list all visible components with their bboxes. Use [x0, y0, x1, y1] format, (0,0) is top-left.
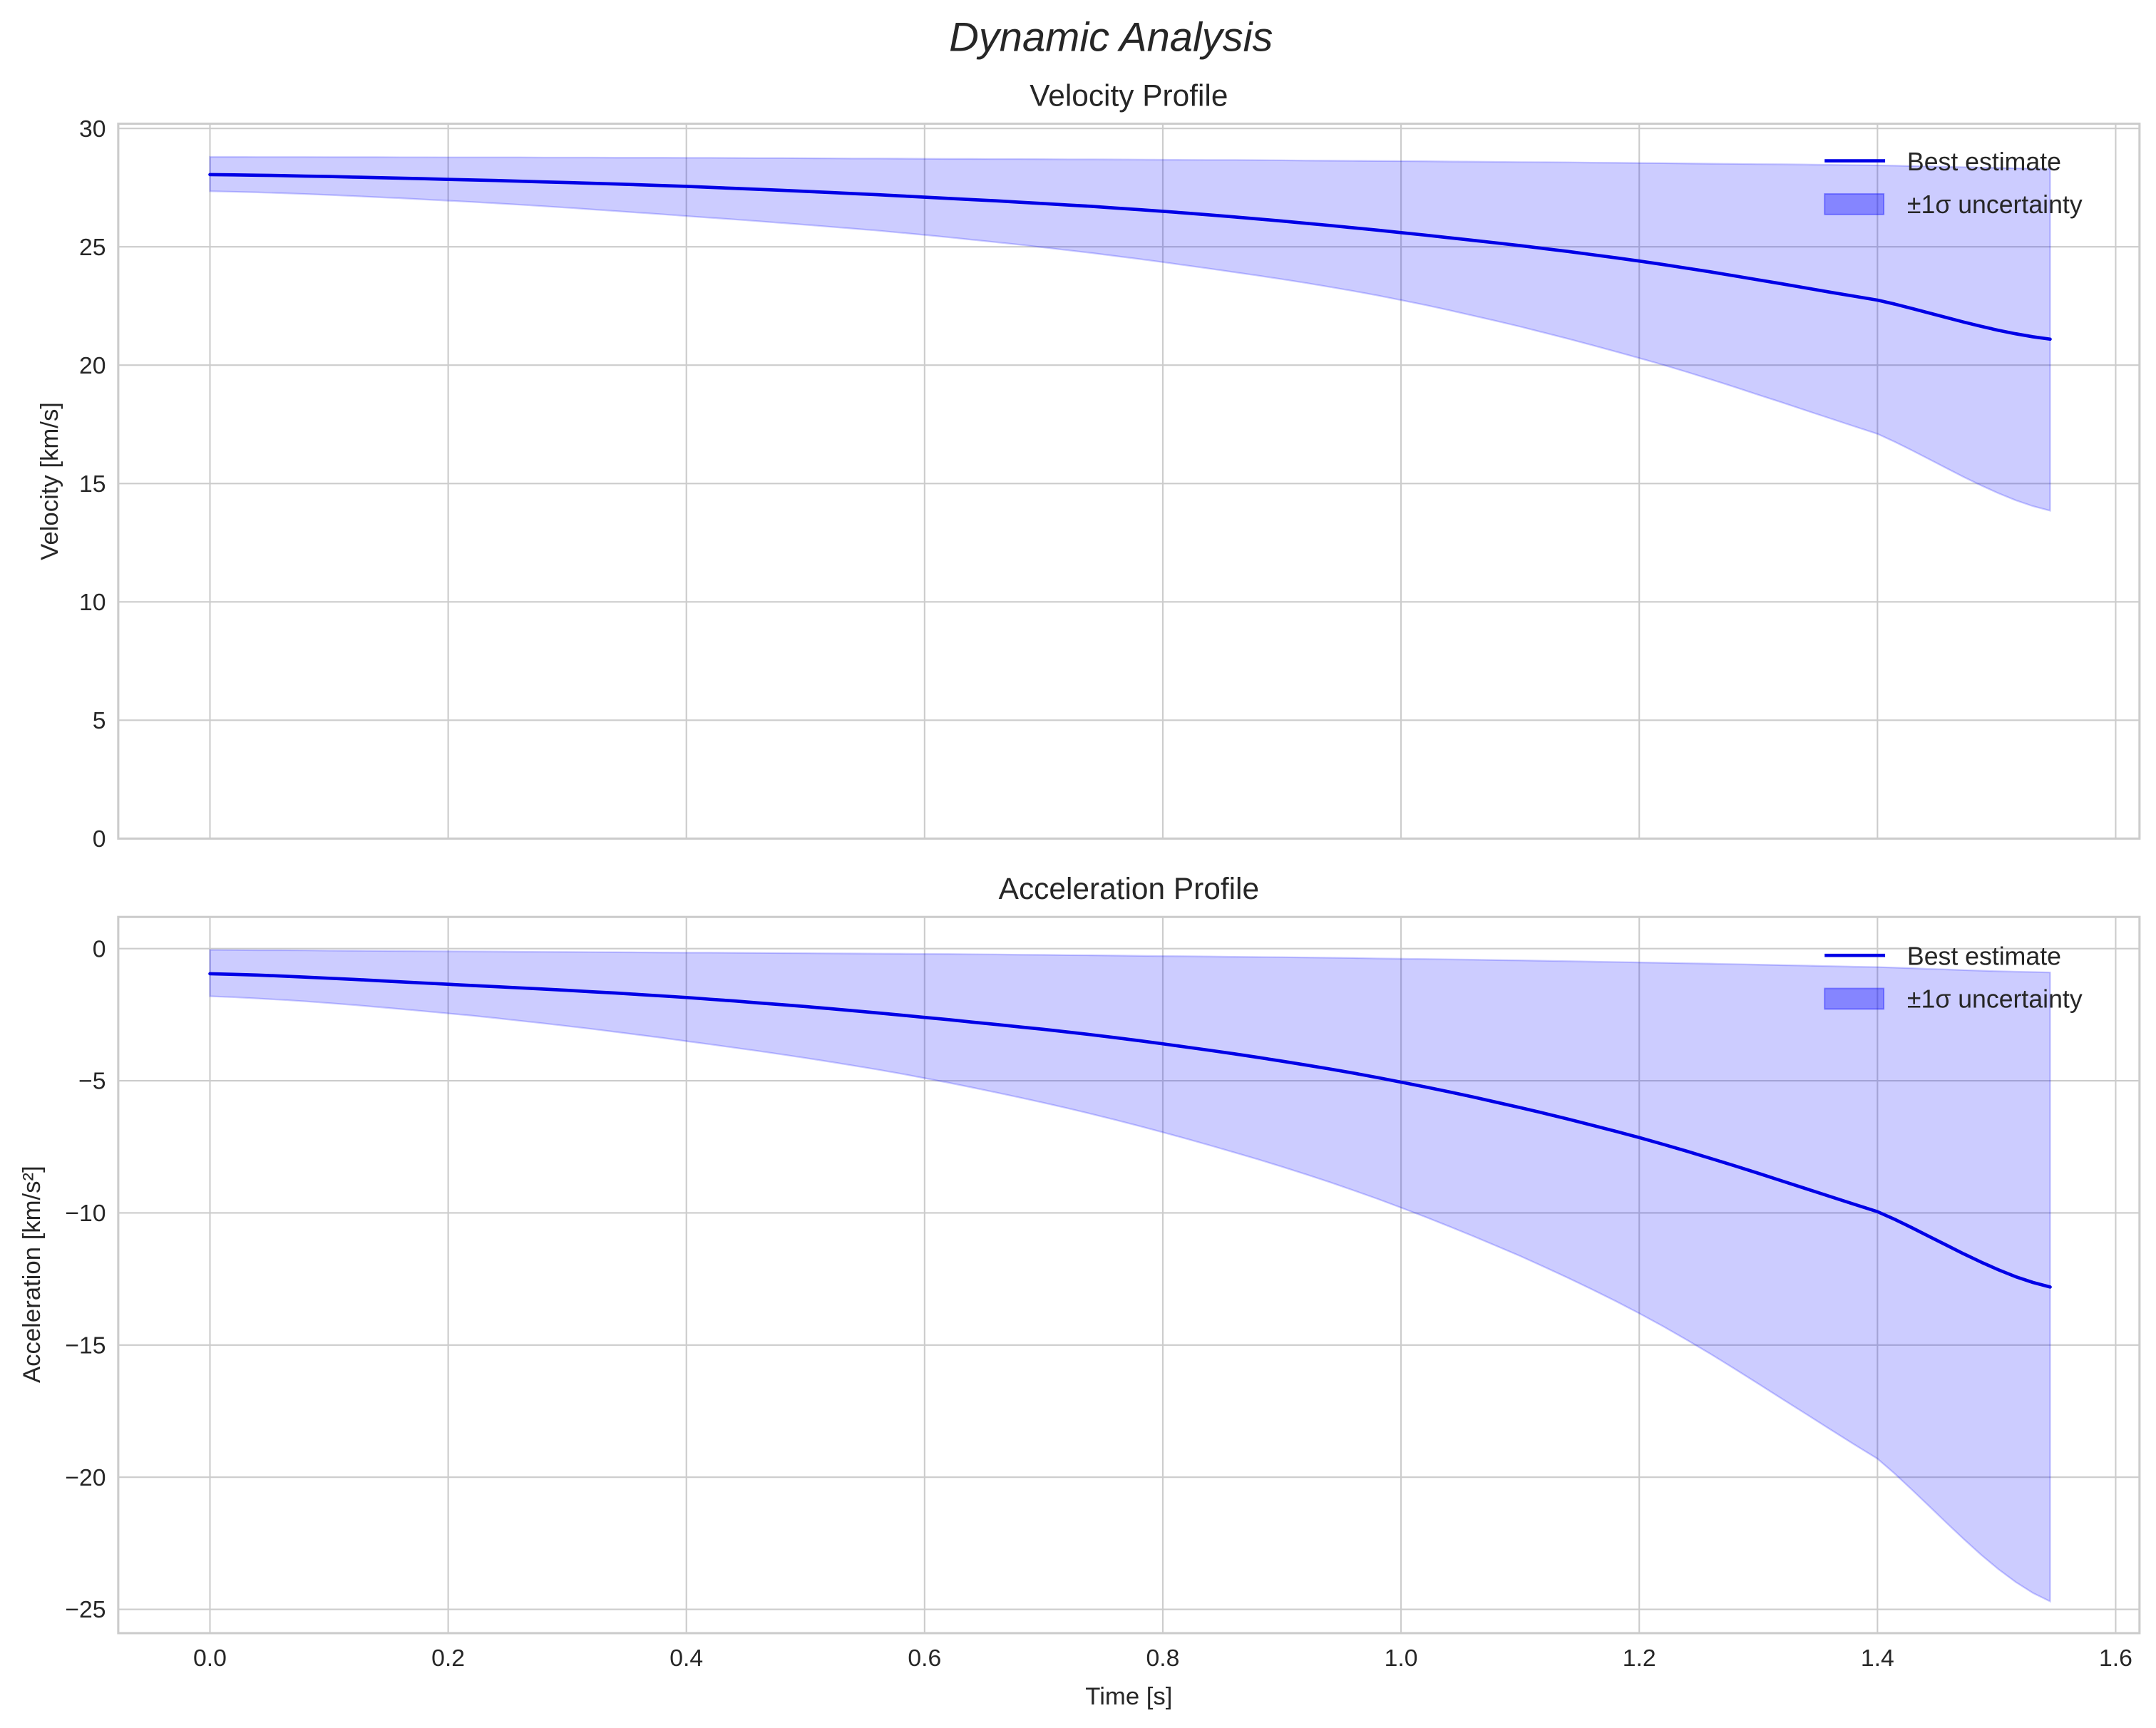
velocity-axes-frame — [117, 123, 2141, 840]
y-tick-label: −5 — [78, 1068, 106, 1095]
velocity-y-axis-label: Velocity [km/s] — [36, 402, 63, 560]
velocity-panel: Velocity Profile 0 5 10 15 20 25 30 Velocity [… — [36, 78, 2141, 853]
y-tick-label: 0 — [93, 826, 106, 853]
y-tick-label: 30 — [79, 115, 106, 143]
x-tick-label: 0.6 — [908, 1645, 941, 1672]
best-estimate-line — [208, 173, 2052, 341]
y-tick-label: −25 — [65, 1596, 106, 1623]
y-tick-label: 0 — [93, 935, 106, 962]
velocity-best-estimate-line — [208, 173, 2052, 341]
x-tick-label: 1.0 — [1385, 1645, 1418, 1672]
x-tick-label: 0.4 — [669, 1645, 703, 1672]
x-tick-label: 0.2 — [431, 1645, 465, 1672]
y-tick-label: 20 — [79, 352, 106, 379]
y-tick-label: 15 — [79, 470, 106, 498]
y-tick-label: −10 — [65, 1200, 106, 1227]
velocity-uncertainty-band — [209, 155, 2051, 512]
uncertainty-band — [209, 949, 2051, 1603]
x-tick-label: 1.2 — [1623, 1645, 1656, 1672]
legend-band-swatch — [1824, 987, 1885, 1010]
acceleration-best-estimate-line — [208, 972, 2052, 1289]
x-axis-label: Time [s] — [1085, 1683, 1172, 1710]
acceleration-x-ticks: 0.0 0.2 0.4 0.6 0.8 1.0 1.2 1.4 1.6 — [193, 1645, 2132, 1672]
x-tick-label: 1.4 — [1861, 1645, 1894, 1672]
x-tick-label: 0.8 — [1146, 1645, 1180, 1672]
figure-suptitle: Dynamic Analysis — [949, 14, 1273, 60]
uncertainty-band — [209, 155, 2051, 512]
velocity-panel-title: Velocity Profile — [1030, 78, 1228, 112]
x-tick-label: 0.0 — [193, 1645, 227, 1672]
y-tick-label: −20 — [65, 1464, 106, 1491]
acceleration-axes-frame — [117, 915, 2141, 1635]
legend-band-swatch — [1824, 192, 1885, 215]
y-tick-label: 5 — [93, 707, 106, 734]
acceleration-panel-title: Acceleration Profile — [999, 872, 1259, 905]
acceleration-y-axis-label: Acceleration [km/s²] — [19, 1166, 46, 1383]
legend-best-estimate-label: Best estimate — [1907, 942, 2061, 971]
velocity-y-ticks: 0 5 10 15 20 25 30 — [79, 115, 106, 853]
y-tick-label: 10 — [79, 589, 106, 616]
velocity-legend: Best estimate ±1σ uncertainty — [1824, 148, 2083, 219]
y-tick-label: 25 — [79, 234, 106, 261]
legend-uncertainty-label: ±1σ uncertainty — [1907, 985, 2083, 1014]
legend-uncertainty-label: ±1σ uncertainty — [1907, 190, 2083, 219]
acceleration-y-ticks: 0 −5 −10 −15 −20 −25 — [65, 935, 106, 1623]
acceleration-panel: Acceleration Profile 0 −5 −10 −15 −20 −25 0.0… — [19, 872, 2141, 1710]
best-estimate-line — [208, 972, 2052, 1289]
x-tick-label: 1.6 — [2099, 1645, 2132, 1672]
acceleration-uncertainty-band — [209, 949, 2051, 1603]
acceleration-legend: Best estimate ±1σ uncertainty — [1824, 942, 2083, 1014]
acceleration-grid — [118, 917, 2140, 1633]
y-tick-label: −15 — [65, 1332, 106, 1359]
legend-best-estimate-label: Best estimate — [1907, 148, 2061, 176]
